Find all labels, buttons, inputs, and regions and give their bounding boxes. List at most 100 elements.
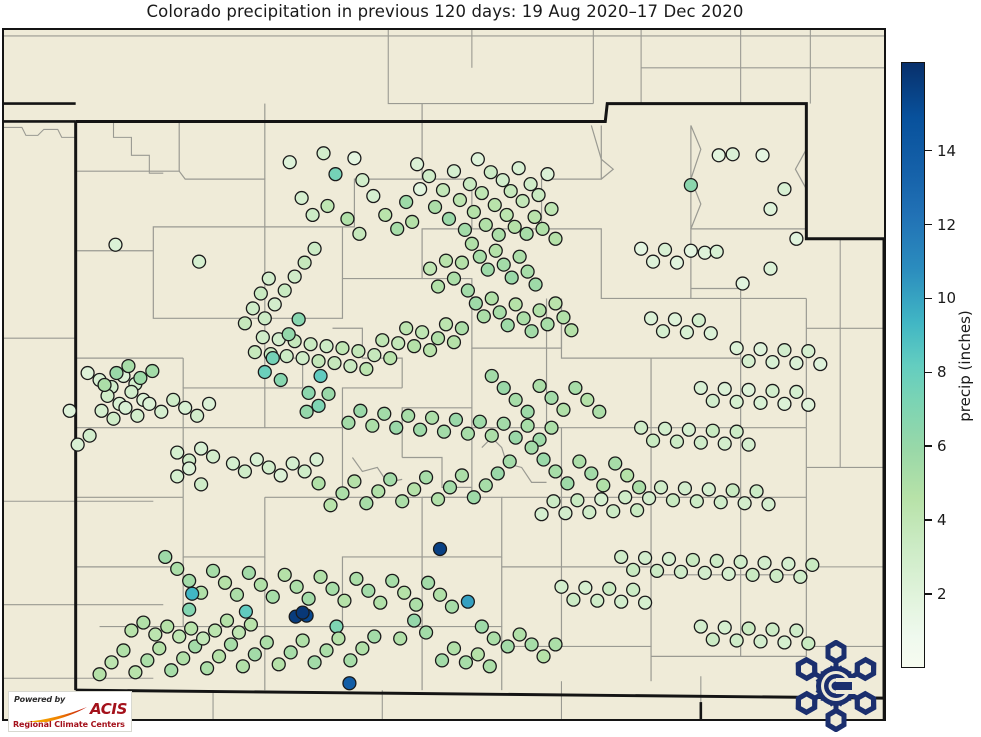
station-marker [245,301,260,316]
station-marker [777,635,792,650]
colorado-county-boundaries [75,103,807,691]
station-marker [496,257,511,272]
station-marker [303,337,318,352]
station-marker [92,667,107,682]
station-marker [474,619,489,634]
station-marker [282,155,297,170]
station-markers [62,146,828,691]
station-marker [749,484,764,499]
station-marker [231,625,247,640]
station-marker [657,421,673,436]
station-marker [311,398,326,413]
station-marker [701,482,716,497]
station-marker [164,663,179,678]
station-marker [176,651,191,666]
station-marker [464,236,479,251]
station-marker [789,355,804,371]
station-marker [536,452,551,467]
station-marker [142,396,157,411]
station-marker [520,404,535,419]
colorbar-tick-label: 2 [937,585,947,604]
station-marker [418,625,434,640]
station-marker [544,201,559,217]
colorbar-tick-label: 12 [937,215,957,234]
station-marker [745,567,760,582]
station-marker [735,276,750,291]
station-marker [483,165,498,180]
station-marker [516,311,531,326]
colorbar-tick [925,371,932,374]
station-marker [347,151,362,166]
station-marker [319,339,334,354]
station-marker [763,261,778,276]
station-marker [626,562,641,577]
station-marker [243,617,258,632]
station-marker [703,326,718,341]
station-marker [446,641,462,656]
station-marker [97,377,112,393]
station-marker [80,365,95,381]
station-marker [273,372,288,388]
station-marker [82,428,97,443]
station-marker [377,406,392,421]
station-marker [454,255,470,270]
station-marker [693,435,708,450]
station-marker [777,181,792,197]
station-marker [316,146,331,161]
station-marker [373,595,388,610]
station-marker [158,549,173,565]
station-marker [390,221,405,236]
station-marker [407,482,422,497]
station-marker [649,563,665,578]
station-marker [378,207,393,223]
station-marker [570,493,585,508]
station-marker [170,469,185,484]
station-marker [393,631,408,646]
station-marker [566,592,581,607]
station-marker [191,254,207,269]
station-marker [709,244,724,259]
station-marker [170,561,185,576]
colorbar-tick [925,297,932,300]
station-marker [343,358,358,374]
station-marker [761,497,776,512]
station-marker [238,604,254,619]
station-marker [741,437,756,452]
station-marker [438,317,454,332]
station-marker [681,422,697,437]
station-marker [217,575,233,590]
station-marker [689,494,704,509]
station-marker [366,188,381,204]
station-marker [261,460,276,475]
acis-logo[interactable]: Powered by ACIS Regional Climate Centers [8,691,132,732]
station-marker [661,551,677,567]
station-marker [347,474,362,489]
station-marker [524,637,539,652]
station-marker [781,556,796,572]
station-marker [717,381,732,397]
map-canvas[interactable] [2,28,886,721]
station-marker [355,641,370,656]
station-marker [725,483,740,498]
station-marker [683,177,698,193]
colorbar-gradient[interactable] [901,62,925,668]
station-marker [460,283,476,298]
station-marker [145,363,160,379]
station-marker [287,269,302,284]
station-marker [422,343,438,358]
station-marker [466,490,481,505]
station-marker [548,231,563,246]
station-marker [546,494,561,509]
station-marker [253,577,268,592]
station-marker [697,565,712,580]
station-marker [683,243,698,258]
station-marker [106,411,121,426]
station-marker [277,283,292,298]
station-marker [669,434,685,449]
station-marker [247,647,262,662]
station-marker [524,440,539,455]
station-marker [472,414,487,429]
station-marker [320,198,335,214]
station-marker [349,571,364,586]
station-marker [205,449,221,464]
